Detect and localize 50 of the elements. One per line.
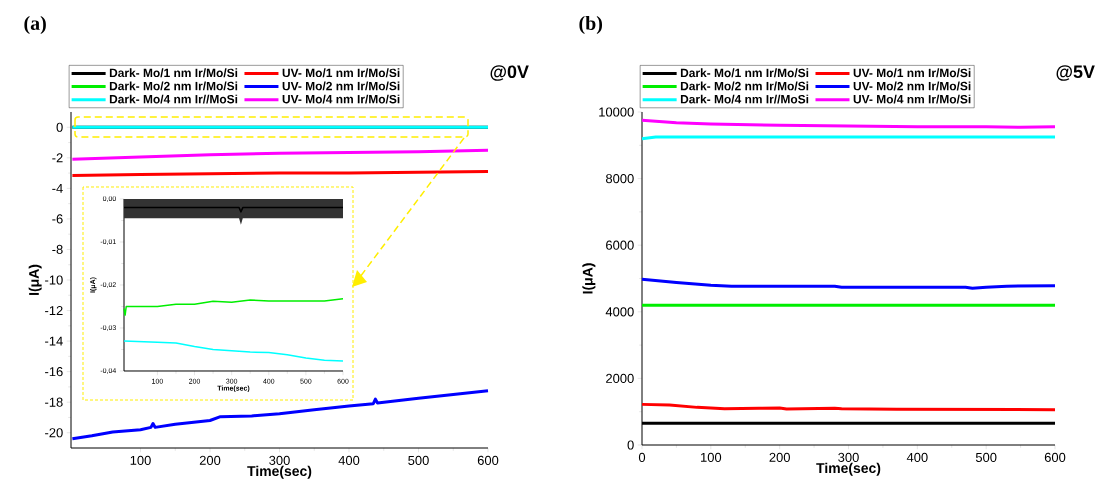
x-tick-label: 100 — [701, 452, 722, 462]
x-tick-label: 0 — [638, 452, 646, 462]
y-tick-label: 6000 — [606, 240, 634, 250]
x-tick-label: 400 — [338, 455, 360, 465]
x-tick-label: 400 — [906, 452, 928, 462]
y-axis-title: I(μA) — [582, 263, 596, 294]
y-tick-label: 4000 — [605, 307, 634, 317]
legend-label: Dark- Mo/4 nm Ir//MoSi — [680, 94, 809, 104]
y-tick-label: 0 — [56, 122, 63, 132]
x-tick-label: 500 — [408, 455, 429, 465]
y-tick-label: -2 — [52, 153, 63, 163]
y-tick-label: 10000 — [599, 107, 634, 117]
x-tick-label: 200 — [199, 455, 221, 465]
x-tick-label: 200 — [769, 452, 790, 462]
y-tick-label: -10 — [45, 275, 63, 285]
x-tick-label: 100 — [130, 455, 151, 465]
text: @0V — [490, 65, 529, 81]
y-tick-label: -20 — [45, 428, 63, 438]
x-tick-label: 600 — [477, 455, 499, 465]
legend-label: Dark- Mo/1 nm Ir/Mo/Si — [109, 68, 238, 78]
x-tick-label: 300 — [838, 452, 859, 462]
x-axis-title: Time(sec) — [816, 462, 881, 476]
legend-label: UV- Mo/2 nm Ir/Mo/Si — [282, 81, 400, 91]
x-tick-label: 300 — [269, 455, 290, 465]
x-tick-label: 500 — [975, 452, 997, 462]
y-tick-label: -4 — [52, 183, 63, 193]
legend-label: UV- Mo/1 nm Ir/Mo/Si — [853, 68, 971, 78]
y-tick-label: 0 — [627, 440, 634, 450]
y-tick-label: 2000 — [606, 373, 634, 383]
x-tick-label: 600 — [1044, 452, 1066, 462]
legend-label: Dark- Mo/2 nm Ir/Mo/Si — [109, 81, 238, 91]
legend-label: UV- Mo/4 nm Ir/Mo/Si — [282, 94, 400, 104]
legend-label: UV- Mo/4 nm Ir/Mo/Si — [853, 94, 971, 104]
legend-label: Dark- Mo/1 nm Ir/Mo/Si — [680, 68, 809, 78]
y-tick-label: -16 — [45, 367, 63, 377]
legend-label: UV- Mo/2 nm Ir/Mo/Si — [853, 81, 971, 91]
y-tick-label: -8 — [52, 244, 63, 255]
y-tick-label: -6 — [52, 214, 63, 224]
y-axis-title: I(μA) — [28, 264, 42, 295]
chart-title: (b) — [579, 15, 603, 35]
chart-title: (a) — [24, 15, 46, 35]
y-tick-label: 8000 — [605, 174, 634, 184]
y-tick-label: -18 — [45, 397, 63, 407]
text: @5V — [1056, 65, 1095, 81]
legend-label: Dark- Mo/4 nm Ir//MoSi — [109, 94, 238, 104]
y-tick-label: -12 — [45, 306, 63, 316]
y-tick-label: -14 — [45, 336, 63, 346]
x-axis-title: Time(sec) — [247, 465, 312, 479]
legend-label: Dark- Mo/2 nm Ir/Mo/Si — [680, 81, 809, 91]
legend-label: UV- Mo/1 nm Ir/Mo/Si — [282, 68, 400, 78]
